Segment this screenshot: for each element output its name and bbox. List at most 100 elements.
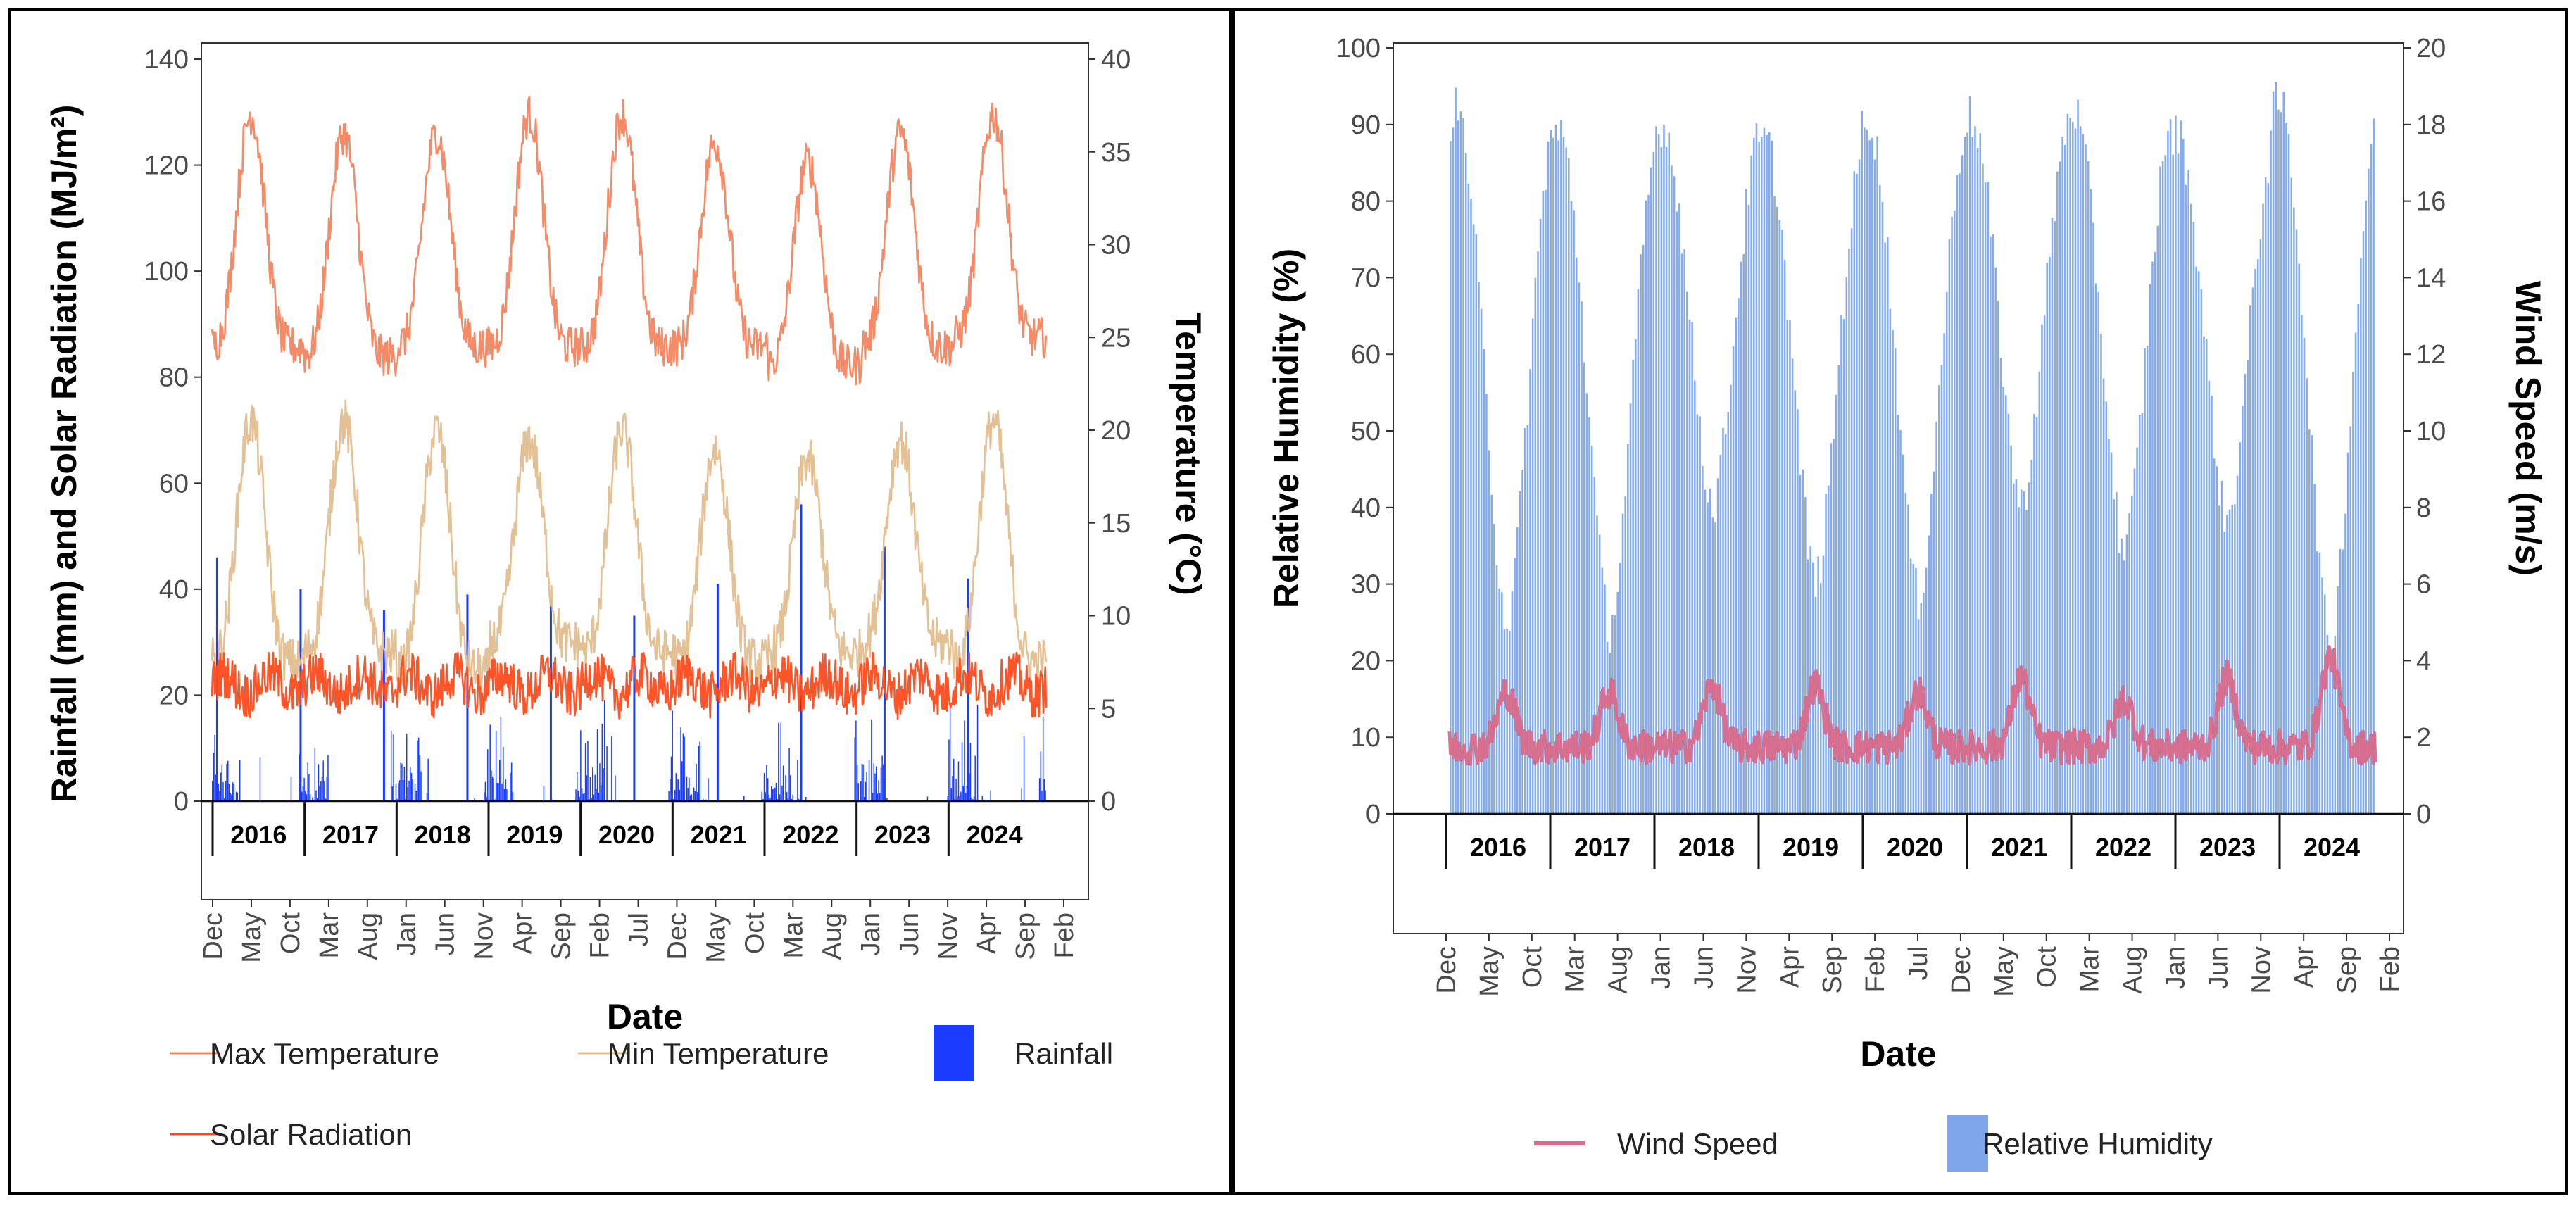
rh-bar xyxy=(1464,153,1467,815)
rh-bar xyxy=(1593,477,1596,814)
rh-bar xyxy=(2282,92,2285,814)
rh-bar xyxy=(1732,346,1735,814)
series-max-temperature xyxy=(211,96,1048,386)
rh-bar xyxy=(1450,141,1452,815)
rh-bar xyxy=(2218,505,2220,814)
rh-bar xyxy=(1647,194,1650,814)
rainfall-bar xyxy=(407,787,409,801)
rh-bar xyxy=(1495,565,1498,814)
rh-bar xyxy=(2041,325,2043,814)
rainfall-bar xyxy=(391,786,394,801)
rh-bar xyxy=(1894,348,1897,814)
series-line xyxy=(211,96,1048,386)
rh-bar xyxy=(1814,596,1817,814)
rh-bar xyxy=(1650,167,1652,814)
x-tick-label: Dec xyxy=(199,912,228,960)
rainfall-bar xyxy=(512,791,514,801)
y-left-tick-label: 60 xyxy=(1351,340,1381,370)
rh-bar xyxy=(1568,158,1570,815)
rainfall-bar xyxy=(318,764,320,801)
rainfall-bar xyxy=(231,794,232,801)
rainfall-bar xyxy=(393,734,394,801)
rh-bar xyxy=(2167,130,2169,815)
rainfall-bar xyxy=(321,776,323,801)
rainfall-bar xyxy=(670,756,672,801)
rh-bar xyxy=(2185,184,2187,814)
rh-bar xyxy=(1509,630,1511,814)
rainfall-peak-bar xyxy=(382,610,385,801)
rainfall-bar xyxy=(1038,778,1041,801)
rainfall-bar xyxy=(577,790,579,801)
rainfall-bar xyxy=(226,763,227,801)
rh-bar xyxy=(2116,492,2118,814)
rh-bar xyxy=(1804,497,1807,814)
y-left-tick-label: 30 xyxy=(1351,570,1381,600)
rainfall-bar xyxy=(401,763,403,801)
rh-bar xyxy=(2113,499,2115,814)
legend-item-wind-speed: Wind Speed xyxy=(1534,1127,1778,1160)
rainfall-bar xyxy=(410,772,413,801)
rainfall-bar xyxy=(976,704,979,801)
legend-item-solar-radiation: Solar Radiation xyxy=(170,1118,412,1151)
rh-bar xyxy=(1840,315,1842,814)
rainfall-bar xyxy=(675,773,677,801)
rh-bar xyxy=(2105,401,2108,814)
rh-bar xyxy=(1794,390,1797,814)
rh-bar xyxy=(1899,430,1902,814)
rh-bar xyxy=(2133,468,2136,814)
rh-bar xyxy=(1997,301,1999,814)
rh-bar xyxy=(2012,483,2015,814)
rainfall-bar xyxy=(584,793,585,801)
rainfall-bar xyxy=(699,741,700,801)
rainfall-bar xyxy=(949,704,951,801)
rh-bar xyxy=(2205,339,2208,814)
rainfall-bar xyxy=(601,723,603,801)
rh-bar xyxy=(1671,165,1673,814)
rh-bar xyxy=(1897,415,1899,814)
rainfall-bar xyxy=(290,777,292,801)
rainfall-bar xyxy=(496,782,498,801)
rainfall-bar xyxy=(405,799,406,801)
rh-bar xyxy=(1974,126,1976,814)
rh-bar xyxy=(1545,189,1547,814)
rainfall-bar xyxy=(230,793,231,801)
legend-label: Min Temperature xyxy=(608,1037,829,1070)
rh-bar xyxy=(1892,330,1894,814)
rh-bar xyxy=(1519,491,1521,814)
y-left-tick-label: 40 xyxy=(159,575,189,605)
rainfall-bar xyxy=(1041,791,1043,801)
rainfall-bar xyxy=(696,792,698,801)
rh-bar xyxy=(2298,263,2300,814)
x-tick-label: Nov xyxy=(2247,946,2276,994)
rh-bar xyxy=(1459,111,1462,815)
rainfall-bar xyxy=(584,743,586,801)
rainfall-bar xyxy=(962,785,964,801)
rh-bar xyxy=(1786,320,1789,814)
rh-bar xyxy=(1621,513,1624,814)
rh-bar xyxy=(1992,234,1994,814)
y-left-tick-label: 10 xyxy=(1351,723,1381,753)
rh-bar xyxy=(1611,615,1614,814)
rh-bar xyxy=(1457,120,1459,815)
rh-bar xyxy=(2156,225,2159,814)
left-chart-panel: 2016 2017 2018 2019 2020 2021 2022 2023 2024 0 20 4… xyxy=(8,8,1232,1195)
rainfall-bar xyxy=(955,779,957,801)
rainfall-bar xyxy=(762,799,764,801)
rh-bar xyxy=(2203,336,2205,814)
rainfall-bar xyxy=(860,781,862,801)
rh-bar xyxy=(1629,403,1632,814)
rh-bar xyxy=(2121,538,2123,814)
rh-bar xyxy=(1943,333,1945,814)
year-label-2022: 2022 xyxy=(782,820,838,849)
rainfall-bar xyxy=(398,783,399,801)
y-right-tick-label: 0 xyxy=(2416,800,2431,829)
rainfall-bar xyxy=(501,783,503,801)
rainfall-bar xyxy=(223,798,225,801)
rh-bar xyxy=(2164,155,2167,814)
rainfall-bar xyxy=(797,760,798,801)
x-tick-label: Oct xyxy=(2032,946,2062,988)
x-tick-label: Jul xyxy=(1904,946,1933,981)
rainfall-bar xyxy=(785,775,786,801)
rh-bar xyxy=(2035,417,2038,814)
rainfall-bar xyxy=(668,791,670,801)
